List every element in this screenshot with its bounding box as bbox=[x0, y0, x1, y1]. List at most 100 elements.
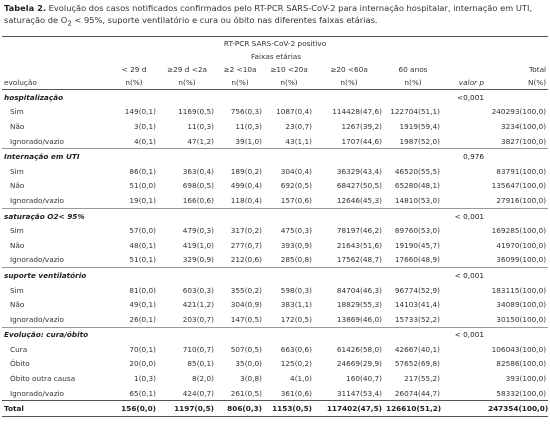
unit-header: n(%) bbox=[314, 76, 384, 90]
empty bbox=[442, 400, 486, 418]
cell: 14810(53,0) bbox=[394, 195, 440, 205]
total-cell: 135647(100,0) bbox=[491, 181, 547, 191]
data-row: Sim 149(0,1) 1169(0,5) 756(0,3) 1087(0,4) 114… bbox=[2, 105, 548, 120]
data-row: Óbito 20(0,0) 85(0,1) 35(0,0) 125(0,2) 24669(… bbox=[2, 357, 548, 372]
cell: 117402(47,5) bbox=[314, 400, 384, 418]
cell: 68427(50,5) bbox=[336, 181, 382, 191]
unit-header: valor p bbox=[442, 76, 486, 90]
p-value: 0,976 bbox=[442, 148, 486, 164]
p-value: < 0,001 bbox=[442, 207, 486, 224]
cell: 65280(48,1) bbox=[394, 181, 440, 191]
unit-header: evolução bbox=[2, 76, 110, 90]
empty bbox=[442, 342, 486, 357]
total-cell: 83791(100,0) bbox=[496, 166, 547, 176]
row-label: Ignorado/vazio bbox=[10, 314, 65, 324]
cell: 57(0,0) bbox=[129, 226, 156, 236]
cell: 96774(52,9) bbox=[394, 285, 440, 295]
data-row: Ignorado/vazio 4(0,1) 47(1,2) 39(1,0) 43(1,1… bbox=[2, 134, 548, 149]
caption-subscript: 2 bbox=[67, 19, 72, 28]
empty bbox=[442, 238, 486, 253]
cell: 329(0,9) bbox=[182, 255, 214, 265]
total-cell: 30150(100,0) bbox=[496, 314, 547, 324]
cell: 663(0,6) bbox=[280, 344, 312, 354]
empty bbox=[486, 148, 549, 164]
cell: 361(0,6) bbox=[280, 388, 312, 398]
column-header: ≥20 <60a bbox=[330, 65, 368, 74]
empty bbox=[442, 179, 486, 194]
total-cell: 183115(100,0) bbox=[491, 285, 547, 295]
cell: 51(0,0) bbox=[129, 181, 156, 191]
cell: 383(1,1) bbox=[280, 300, 312, 310]
total-cell: 240293(100,0) bbox=[491, 107, 547, 117]
empty bbox=[442, 283, 486, 298]
cell: 1267(39,2) bbox=[341, 121, 382, 131]
caption-text: < 95%, suporte ventilatório e cura ou ób… bbox=[71, 15, 378, 25]
total-cell: 3234(100,0) bbox=[500, 121, 547, 131]
row-label: Sim bbox=[10, 285, 24, 295]
cell: 499(0,4) bbox=[230, 181, 262, 191]
row-label: Ignorado/vazio bbox=[10, 195, 65, 205]
column-header: < 29 d bbox=[121, 65, 147, 74]
cell: 17562(48,7) bbox=[336, 255, 382, 265]
caption-label: Tabela 2. bbox=[4, 3, 47, 13]
cell: 86(0,1) bbox=[129, 166, 156, 176]
data-row: Cura 70(0,1) 710(0,7) 507(0,5) 663(0,6) 61426… bbox=[2, 342, 548, 357]
empty bbox=[442, 253, 486, 268]
cell: 1087(0,4) bbox=[276, 107, 312, 117]
cell: 11(0,3) bbox=[235, 121, 262, 131]
cell: 149(0,1) bbox=[124, 107, 156, 117]
p-value: < 0,001 bbox=[442, 267, 486, 283]
total-cell: 106043(100,0) bbox=[491, 344, 547, 354]
data-row: Não 3(0,1) 11(0,3) 11(0,3) 23(0,7) 1267(39,2)… bbox=[2, 119, 548, 134]
cell: 15733(52,2) bbox=[394, 314, 440, 324]
column-header: ≥10 <20a bbox=[270, 65, 308, 74]
empty bbox=[442, 312, 486, 327]
cell: 26(0,1) bbox=[129, 314, 156, 324]
cell: 1987(52,0) bbox=[399, 136, 440, 146]
cell: 285(0,8) bbox=[280, 255, 312, 265]
cell: 11(0,3) bbox=[187, 121, 214, 131]
cell: 84704(46,3) bbox=[336, 285, 382, 295]
total-cell: 3827(100,0) bbox=[500, 136, 547, 146]
cell: 24669(29,9) bbox=[336, 359, 382, 369]
cell: 189(0,2) bbox=[230, 166, 262, 176]
cell: 363(0,4) bbox=[182, 166, 214, 176]
column-header: Total bbox=[529, 65, 547, 74]
row-label: Sim bbox=[10, 226, 24, 236]
cell: 14103(41,4) bbox=[394, 300, 440, 310]
cell: 20(0,0) bbox=[129, 359, 156, 369]
row-label: Sim bbox=[10, 107, 24, 117]
header-row: Faixas etárias bbox=[2, 50, 548, 63]
section-title: Evolução: cura/óbito bbox=[2, 326, 442, 343]
cell: 65(0,1) bbox=[129, 388, 156, 398]
cell: 21643(51,6) bbox=[336, 240, 382, 250]
cell: 23(0,7) bbox=[285, 121, 312, 131]
data-row: Não 49(0,1) 421(1,2) 304(0,9) 383(1,1) 18829(… bbox=[2, 297, 548, 312]
empty bbox=[486, 207, 549, 224]
cell: 39(1,0) bbox=[235, 136, 262, 146]
cell: 12646(45,3) bbox=[336, 195, 382, 205]
cell: 1153(0,5) bbox=[264, 400, 314, 418]
table-body: RT-PCR SARS-CoV-2 positivo Faixas etária… bbox=[2, 36, 549, 418]
data-row: Sim 86(0,1) 363(0,4) 189(0,2) 304(0,4) 36329(… bbox=[2, 164, 548, 179]
cell: 126610(51,2) bbox=[384, 400, 442, 418]
group-header: RT-PCR SARS-CoV-2 positivo bbox=[2, 36, 549, 50]
cell: 118(0,4) bbox=[230, 195, 262, 205]
row-label: Não bbox=[10, 181, 25, 191]
empty bbox=[486, 88, 549, 105]
cell: 692(0,5) bbox=[280, 181, 312, 191]
cell: 1707(44,6) bbox=[341, 136, 382, 146]
total-cell: 82586(100,0) bbox=[496, 359, 547, 369]
total-cell: 34089(100,0) bbox=[496, 300, 547, 310]
row-label: Óbito outra causa bbox=[10, 374, 76, 384]
cell: 598(0,3) bbox=[280, 285, 312, 295]
row-label: Sim bbox=[10, 166, 24, 176]
empty bbox=[2, 63, 110, 76]
cell: 698(0,5) bbox=[182, 181, 214, 191]
cell: 1169(0,5) bbox=[178, 107, 214, 117]
unit-header: n(%) bbox=[158, 76, 216, 90]
empty bbox=[442, 386, 486, 401]
cell: 1(0,3) bbox=[134, 374, 156, 384]
section-title: Internação em UTI bbox=[2, 148, 442, 164]
cell: 35(0,0) bbox=[235, 359, 262, 369]
